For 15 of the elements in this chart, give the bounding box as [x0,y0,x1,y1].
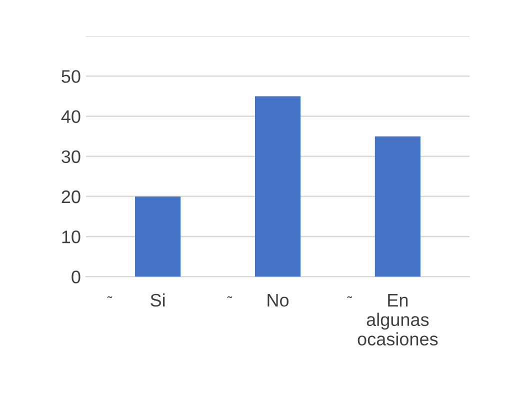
bar [254,96,301,277]
y-tick-label: 30 [62,150,80,164]
text: ˜ [107,296,112,298]
y-tick-label: 10 [62,230,80,244]
x-tick-label: Si [150,293,165,307]
x-tick-label: En algunas ocasiones [358,294,438,346]
y-tick-label: 50 [62,70,80,83]
y-tick-label: 0 [72,270,80,284]
x-tick-label: No [268,294,289,307]
bar [135,196,181,277]
y-tick-label: 20 [62,190,80,204]
bar [374,136,420,277]
text: ˜ [347,296,352,298]
y-tick-label: 40 [61,110,80,124]
text: ˜ [227,296,232,298]
